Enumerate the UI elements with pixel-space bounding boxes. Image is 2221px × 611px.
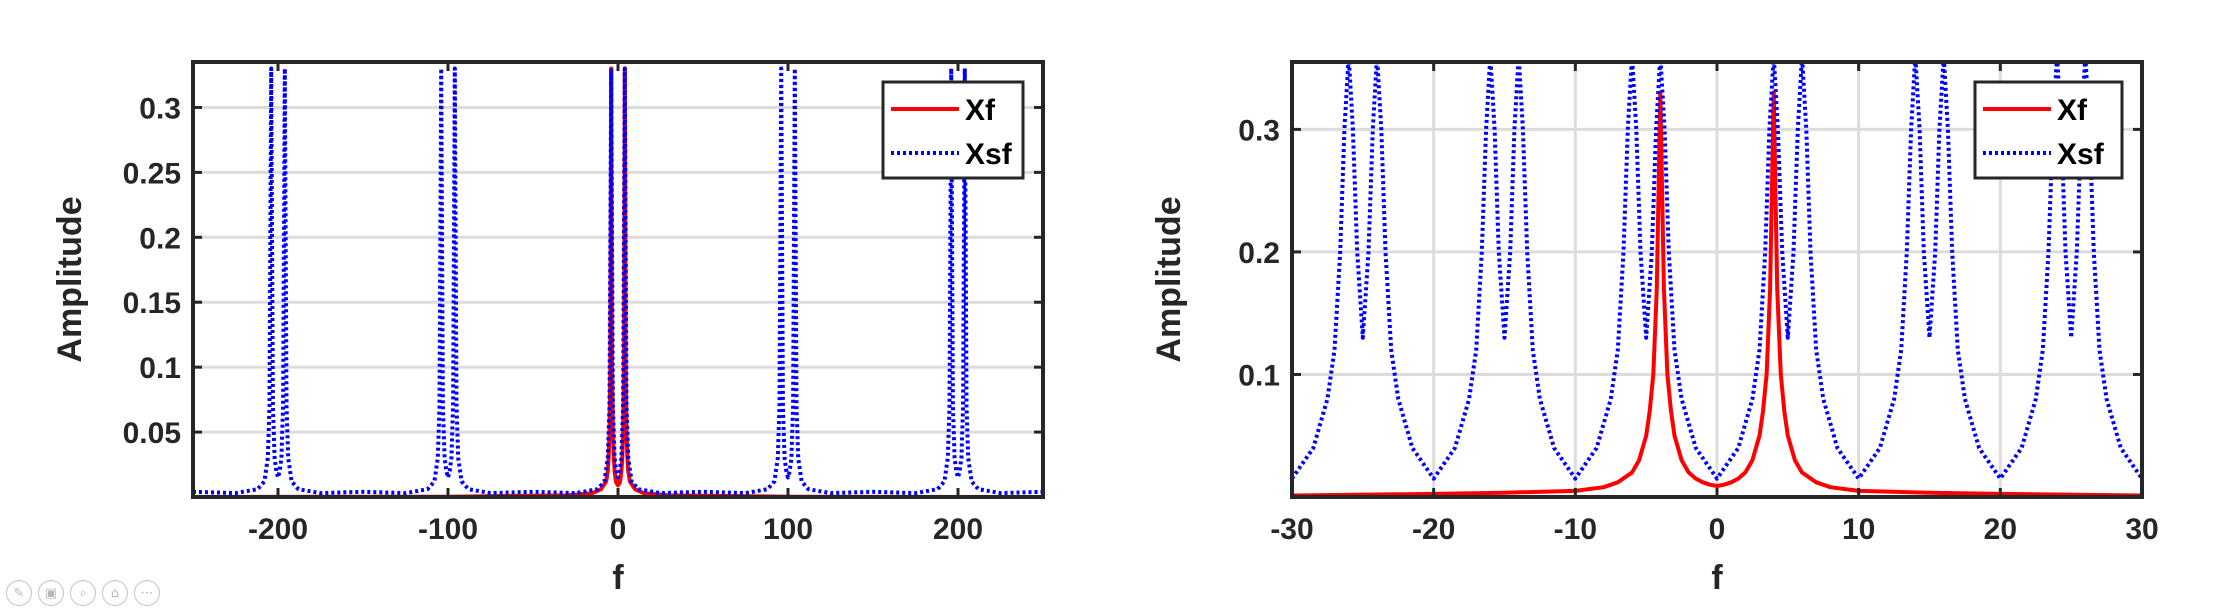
more-icon[interactable]: ⋯	[134, 580, 160, 606]
axes-toolbar: ✎ ▣ ⌕ ⌂ ⋯	[6, 580, 160, 608]
x-tick-label: -10	[1554, 513, 1597, 546]
chart-1: -200 -100 0 100 200 0.05 0.1 0.15 0.2 0.25 0.3 f Amp…	[51, 60, 1045, 597]
x-tick-label: -30	[1270, 513, 1313, 546]
x-tick-label: 0	[610, 513, 627, 546]
y-tick-label: 0.05	[123, 417, 181, 450]
legend-label-xsf: Xsf	[965, 138, 1013, 171]
series-line-xsf	[193, 66, 1043, 496]
series-line-xsf	[1292, 62, 2142, 481]
x-axis-label: f	[612, 559, 624, 597]
y-tick-label: 0.15	[123, 287, 181, 320]
brush-icon[interactable]: ✎	[6, 580, 32, 606]
x-tick-label: -100	[418, 513, 478, 546]
y-tick-label: 0.1	[139, 352, 181, 385]
legend-label-xsf: Xsf	[2057, 138, 2105, 171]
legend-label-xf: Xf	[2057, 94, 2088, 127]
y-tick-label: 0.1	[1238, 359, 1280, 392]
x-tick-label: -20	[1412, 513, 1455, 546]
legend-box	[881, 80, 1025, 180]
x-tick-label: 200	[933, 513, 983, 546]
zoom-icon[interactable]: ⌕	[70, 580, 96, 606]
x-tick-label: 10	[1842, 513, 1875, 546]
x-tick-label: 20	[1984, 513, 2017, 546]
x-tick-label: 30	[2125, 513, 2158, 546]
y-tick-label: 0.25	[123, 157, 181, 190]
chart-2: -30 -20 -10 0 10 20 30 0.1 0.2 0.3 f Amplitude Xf Xsf	[1150, 60, 2159, 597]
legend: Xf Xsf	[1973, 80, 2124, 180]
x-tick-label: 100	[763, 513, 813, 546]
y-tick-label: 0.3	[139, 92, 181, 125]
legend-box	[1973, 80, 2124, 180]
home-icon[interactable]: ⌂	[102, 580, 128, 606]
legend-label-xf: Xf	[965, 94, 996, 127]
series-line-xf	[1292, 90, 2142, 497]
x-tick-label: 0	[1709, 513, 1726, 546]
y-tick-label: 0.2	[1238, 237, 1280, 270]
y-tick-label: 0.3	[1238, 114, 1280, 147]
x-tick-label: -200	[248, 513, 308, 546]
save-icon[interactable]: ▣	[38, 580, 64, 606]
y-axis-label: Amplitude	[51, 196, 89, 362]
x-axis-label: f	[1711, 559, 1723, 597]
y-tick-label: 0.2	[139, 222, 181, 255]
y-axis-label: Amplitude	[1150, 196, 1188, 362]
legend: Xf Xsf	[881, 80, 1025, 180]
